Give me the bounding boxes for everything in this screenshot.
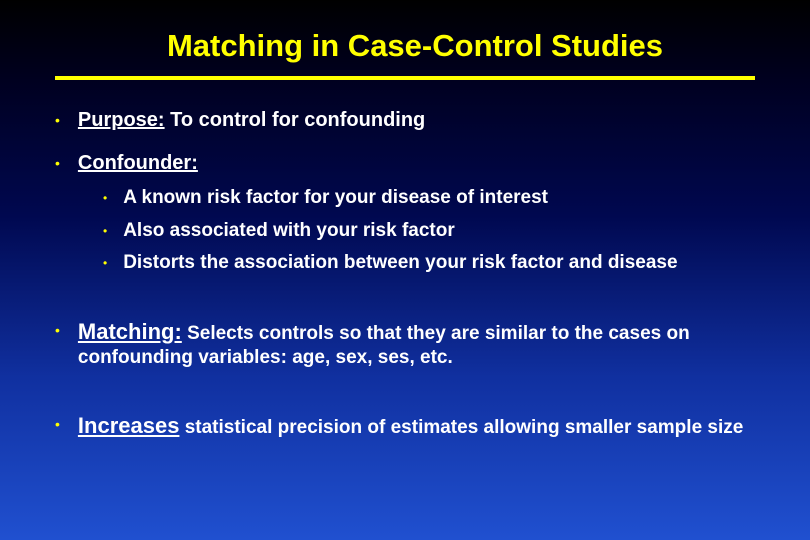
bullet-confounder: • Confounder: <box>55 151 765 176</box>
sub-bullet: • A known risk factor for your disease o… <box>103 186 765 211</box>
bullet-dot-icon: • <box>55 112 60 128</box>
sub-bullet: • Also associated with your risk factor <box>103 219 765 244</box>
bullet-matching: • Matching: Selects controls so that the… <box>55 318 765 370</box>
bullet-content: Increases statistical precision of estim… <box>78 412 743 440</box>
bullet-increases: • Increases statistical precision of est… <box>55 412 765 440</box>
bullet-dot-icon: • <box>103 256 107 270</box>
bullet-dot-icon: • <box>103 224 107 238</box>
slide: Matching in Case-Control Studies • Purpo… <box>0 0 810 540</box>
bullet-label: Purpose: <box>78 109 165 131</box>
bullet-content: Matching: Selects controls so that they … <box>78 318 765 370</box>
bullet-label: Confounder: <box>78 152 198 174</box>
bullet-label: Increases <box>78 413 180 438</box>
sub-bullet-text: Distorts the association between your ri… <box>123 251 677 276</box>
sub-bullet-text: A known risk factor for your disease of … <box>123 186 548 211</box>
bullet-content: Confounder: <box>78 151 198 176</box>
bullet-dot-icon: • <box>103 191 107 205</box>
bullet-text: statistical precision of estimates allow… <box>179 417 743 438</box>
bullet-label: Matching: <box>78 319 182 344</box>
bullet-purpose: • Purpose: To control for confounding <box>55 108 765 133</box>
bullet-content: Purpose: To control for confounding <box>78 108 425 133</box>
bullet-dot-icon: • <box>55 416 60 432</box>
slide-title: Matching in Case-Control Studies <box>85 28 745 64</box>
title-underline <box>55 76 755 80</box>
sub-bullet: • Distorts the association between your … <box>103 251 765 276</box>
sub-bullet-text: Also associated with your risk factor <box>123 219 455 244</box>
bullet-dot-icon: • <box>55 322 60 338</box>
bullet-text: To control for confounding <box>165 109 426 131</box>
bullet-dot-icon: • <box>55 155 60 171</box>
